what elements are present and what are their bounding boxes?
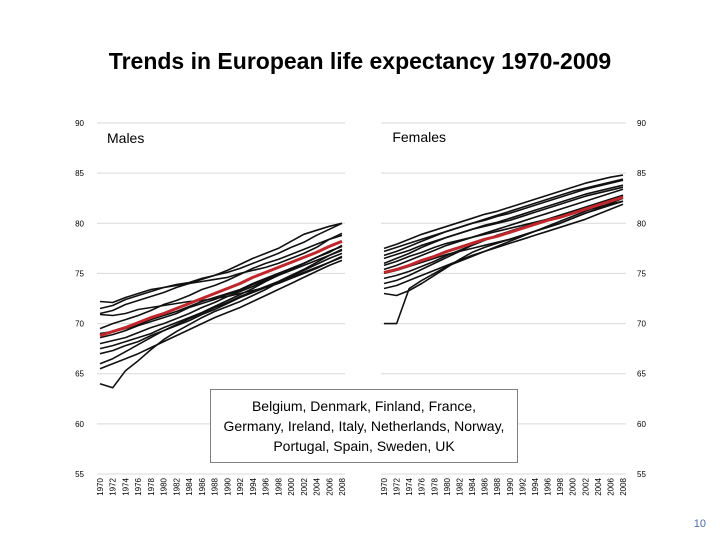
males-y-tick-label: 70 [75,320,84,329]
males-x-tick-label: 2000 [287,477,296,495]
males-y-tick-label: 80 [75,219,84,228]
males-x-tick-label: 1970 [96,477,105,495]
females-y-tick-label: 60 [637,420,646,429]
females-country-line [383,184,624,260]
females-average-line [383,195,624,274]
females-country-line [383,178,624,257]
males-x-tick-label: 1986 [198,477,207,495]
males-x-tick-label: 2002 [300,477,309,495]
males-y-tick-label: 60 [75,420,84,429]
males-x-tick-label: 1992 [236,477,245,495]
males-average-line [99,239,343,338]
females-y-tick-label: 75 [637,269,646,278]
females-y-tick-label: 85 [637,169,646,178]
males-x-tick-label: 1982 [172,477,181,495]
males-country-line [99,248,343,365]
males-y-tick-label: 90 [75,119,84,128]
males-y-tick-label: 85 [75,169,84,178]
females-x-tick-label: 1998 [556,477,565,495]
females-x-tick-label: 1988 [493,477,502,495]
males-country-line [99,259,343,370]
males-x-tick-label: 1984 [185,477,194,495]
females-y-tick-label: 70 [637,320,646,329]
males-x-tick-label: 1980 [160,477,169,495]
females-x-tick-label: 1984 [468,477,477,495]
females-country-line [383,197,624,297]
males-country-line [99,222,343,310]
males-x-tick-label: 1974 [121,477,130,495]
country-list-text: Belgium, Denmark, Finland, France, Germa… [223,398,505,454]
country-list-box: Belgium, Denmark, Finland, France, Germa… [210,389,518,463]
males-x-tick-label: 2004 [313,477,322,495]
males-country-line [99,245,343,345]
males-y-tick-label: 55 [75,470,84,479]
females-y-tick-label: 65 [637,370,646,379]
females-country-line [383,186,624,265]
females-x-tick-label: 1990 [506,477,515,495]
males-panel-label: Males [107,130,144,146]
females-x-tick-label: 1972 [393,477,402,495]
females-x-tick-label: 1982 [455,477,464,495]
males-x-tick-label: 1998 [274,477,283,495]
males-x-tick-label: 2008 [338,477,347,495]
females-x-tick-label: 2002 [581,477,590,495]
males-x-tick-label: 2006 [325,477,334,495]
females-y-tick-label: 80 [637,219,646,228]
females-x-tick-label: 2000 [569,477,578,495]
males-x-tick-label: 1996 [262,477,271,495]
females-y-tick-label: 55 [637,470,646,479]
males-country-line [99,232,343,304]
females-x-tick-label: 1970 [380,477,389,495]
females-x-tick-label: 2008 [619,477,628,495]
females-country-line [383,203,624,290]
males-x-tick-label: 1988 [211,477,220,495]
females-country-line [384,195,624,325]
males-country-line [99,256,343,355]
females-x-tick-label: 1992 [518,477,527,495]
females-x-tick-label: 1980 [443,477,452,495]
males-x-tick-label: 1976 [134,477,143,495]
males-country-line [99,234,343,330]
males-x-tick-label: 1978 [147,477,156,495]
females-y-tick-label: 90 [637,119,646,128]
males-x-tick-label: 1994 [249,477,258,495]
males-y-tick-label: 75 [75,269,84,278]
males-country-line [99,252,343,389]
page-number: 10 [693,518,706,530]
females-country-line [383,188,624,271]
females-x-tick-label: 1994 [531,477,540,495]
females-x-tick-label: 1996 [544,477,553,495]
females-x-tick-label: 1976 [418,477,427,495]
females-x-tick-label: 2006 [606,477,615,495]
males-y-tick-label: 65 [75,370,84,379]
females-x-tick-label: 1978 [430,477,439,495]
females-country-line [383,174,624,250]
females-panel-label: Females [392,129,446,145]
males-x-tick-label: 1972 [109,477,118,495]
females-x-tick-label: 2004 [594,477,603,495]
females-country-line [383,179,624,253]
females-x-tick-label: 1986 [481,477,490,495]
slide-title: Trends in European life expectancy 1970-… [108,48,612,74]
males-country-line [99,249,343,350]
males-x-tick-label: 1990 [223,477,232,495]
males-country-line [99,222,343,315]
females-x-tick-label: 1974 [405,477,414,495]
